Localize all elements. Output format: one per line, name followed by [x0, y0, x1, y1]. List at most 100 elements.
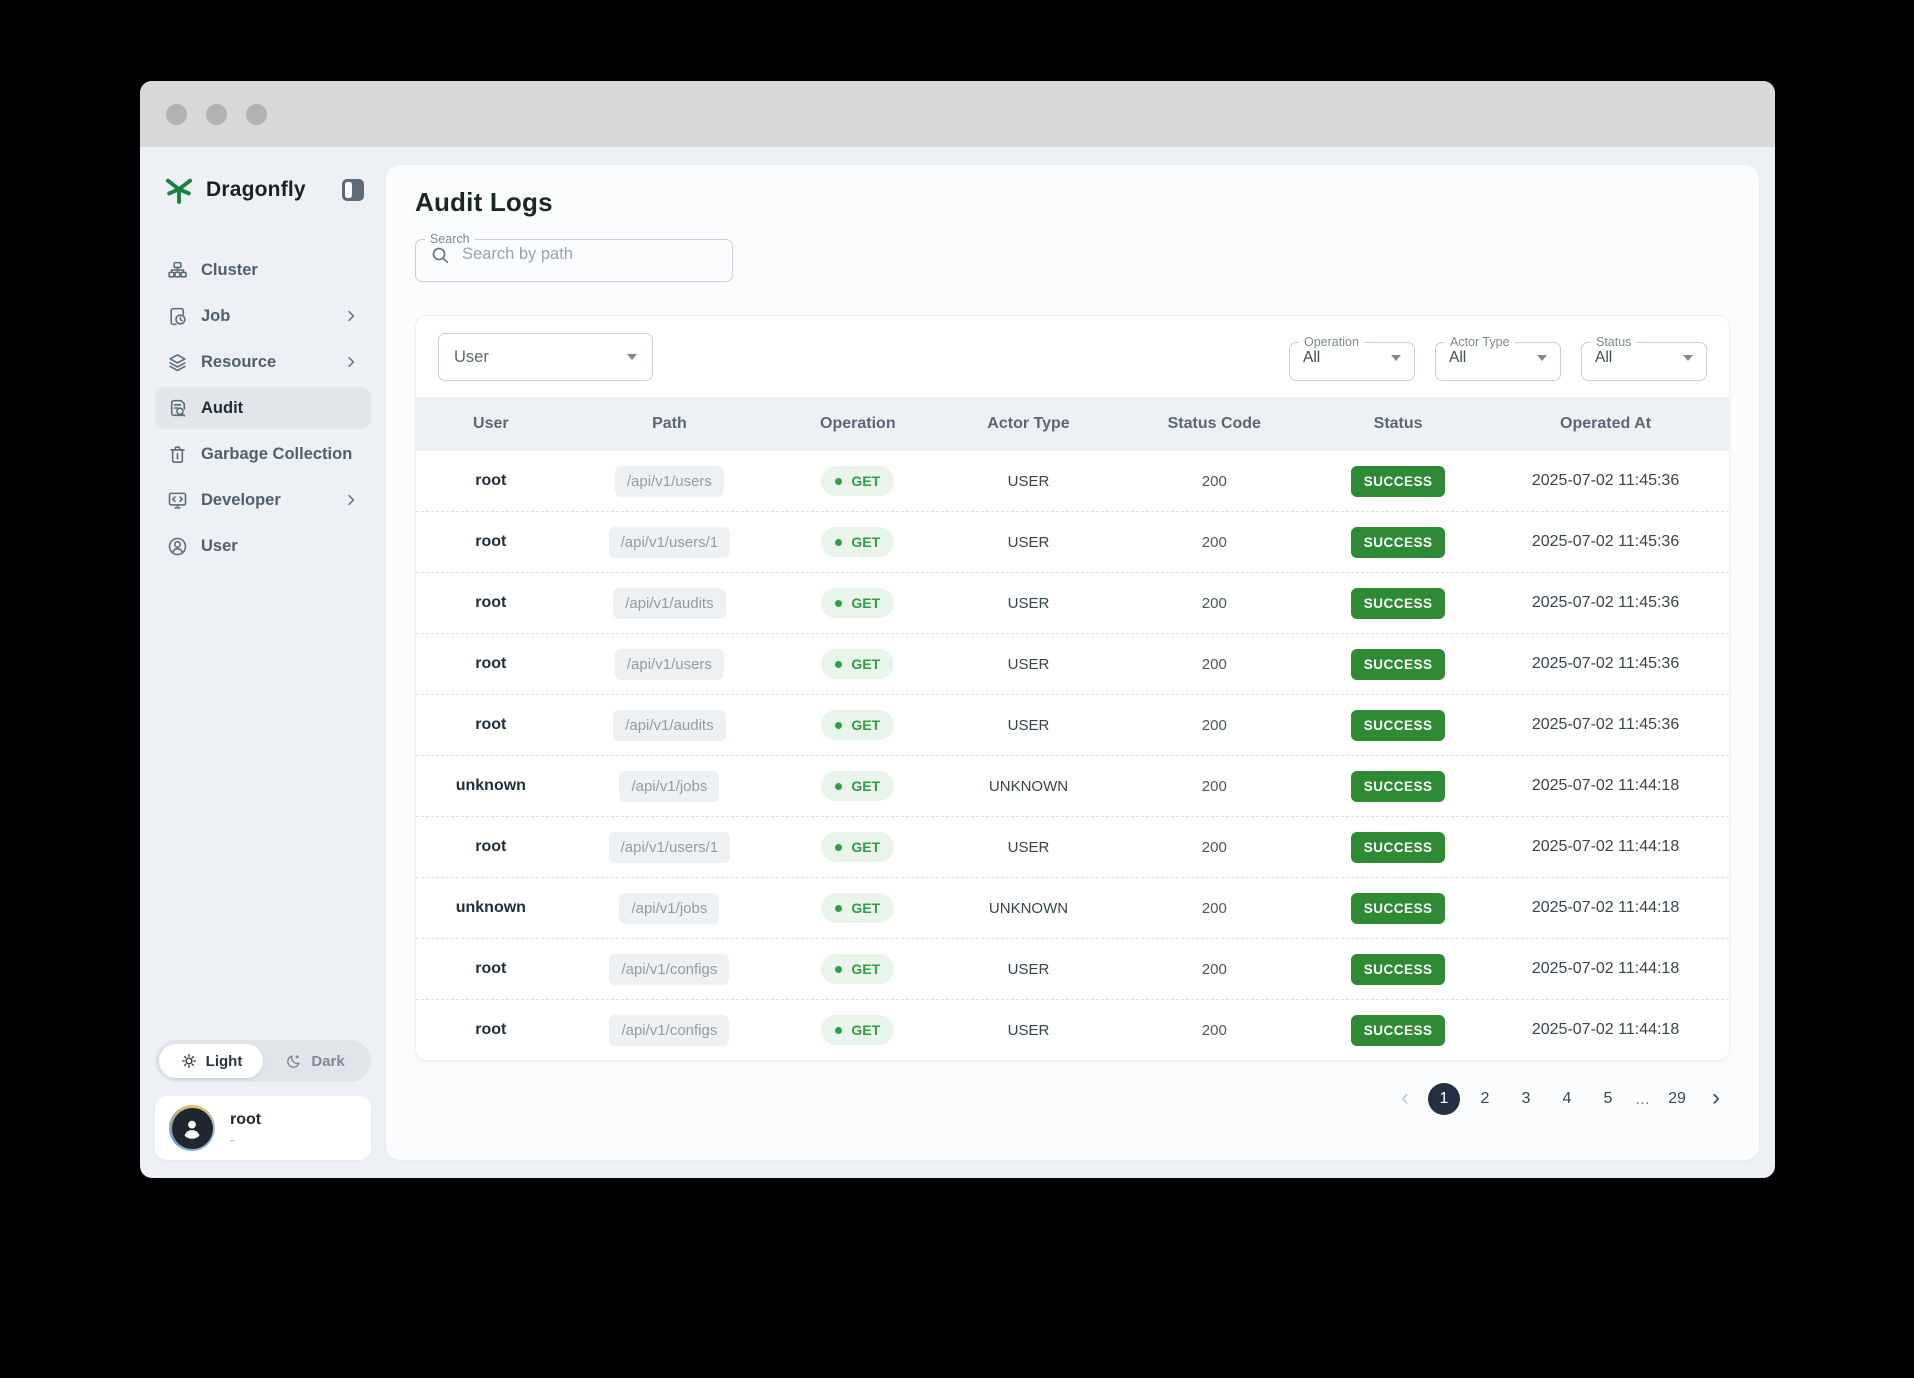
- pagination-page-4[interactable]: 4: [1562, 1090, 1572, 1107]
- search-input[interactable]: [460, 244, 704, 265]
- operation-chip: GET: [821, 527, 895, 557]
- cell-user: root: [475, 838, 507, 855]
- cell-user: root: [475, 655, 507, 672]
- operation-filter-select[interactable]: Operation All: [1289, 335, 1415, 381]
- cell-operation: GET: [773, 649, 942, 679]
- column-header: Operated At: [1560, 415, 1652, 432]
- theme-dark-label: Dark: [311, 1052, 345, 1070]
- pagination-page-5[interactable]: 5: [1603, 1090, 1613, 1107]
- brand: Dragonfly: [155, 173, 371, 207]
- status-badge: SUCCESS: [1350, 953, 1446, 985]
- search-field-label: Search: [430, 232, 470, 246]
- cell-status-code: 200: [1201, 838, 1227, 856]
- cell-status: SUCCESS: [1314, 892, 1482, 924]
- window-control-maximize[interactable]: [246, 103, 267, 125]
- cell-actor-type: USER: [1007, 655, 1050, 673]
- chevron-down-icon: [1537, 355, 1547, 361]
- sidebar-item-developer[interactable]: Developer: [155, 479, 371, 521]
- sidebar-collapse-icon[interactable]: [342, 179, 364, 201]
- cell-operation: GET: [773, 527, 942, 557]
- cell-operation: GET: [773, 710, 942, 740]
- cell-status-code: 200: [1201, 533, 1227, 551]
- cell-operation: GET: [773, 588, 942, 618]
- pagination-next[interactable]: ›: [1712, 1083, 1720, 1111]
- dragonfly-logo-icon: [162, 173, 196, 207]
- operation-label: GET: [851, 656, 881, 672]
- cell-path: /api/v1/users: [566, 648, 773, 680]
- pagination-prev[interactable]: ‹: [1401, 1083, 1409, 1111]
- moon-icon: [285, 1052, 303, 1070]
- sidebar-item-user[interactable]: User: [155, 525, 371, 567]
- cell-user: root: [475, 533, 507, 550]
- actor-type-filter-value: All: [1449, 349, 1467, 366]
- theme-option-light[interactable]: Light: [159, 1044, 263, 1078]
- cell-operated-at: 2025-07-02 11:45:36: [1531, 533, 1680, 550]
- table-row: root/api/v1/users GET USER 200 SUCCESS 2025-0…: [416, 634, 1729, 695]
- path-chip: /api/v1/jobs: [619, 892, 720, 924]
- cell-user: root: [475, 594, 507, 611]
- cell-actor-type: USER: [1007, 533, 1050, 551]
- pagination-ellipsis: …: [1635, 1090, 1650, 1108]
- pagination-page-29[interactable]: 29: [1668, 1090, 1686, 1107]
- pagination-page-3[interactable]: 3: [1521, 1090, 1531, 1107]
- column-header: Actor Type: [987, 415, 1070, 432]
- actor-type-filter-select[interactable]: Actor Type All: [1435, 335, 1561, 381]
- method-dot-icon: [835, 599, 843, 607]
- pagination-page-1[interactable]: 1: [1428, 1083, 1460, 1115]
- sidebar-item-resource[interactable]: Resource: [155, 341, 371, 383]
- theme-option-dark[interactable]: Dark: [263, 1044, 367, 1078]
- cell-status-code: 200: [1201, 594, 1227, 612]
- operation-label: GET: [851, 961, 881, 977]
- avatar: [169, 1105, 215, 1151]
- cell-user: root: [475, 1021, 507, 1038]
- user-filter-select[interactable]: User: [438, 333, 653, 381]
- column-header: Status Code: [1167, 415, 1261, 432]
- table-header-row: User Path Operation Actor Type Status Code St…: [416, 397, 1729, 451]
- operation-filter-value: All: [1303, 349, 1321, 366]
- window-control-close[interactable]: [166, 103, 187, 125]
- sidebar-item-audit[interactable]: Audit: [155, 387, 371, 429]
- resource-icon: [167, 352, 188, 373]
- status-filter-value: All: [1595, 349, 1613, 366]
- cell-operated-at: 2025-07-02 11:44:18: [1531, 1021, 1680, 1038]
- column-header: User: [473, 415, 509, 432]
- window-control-minimize[interactable]: [206, 103, 227, 125]
- table-body: root/api/v1/users GET USER 200 SUCCESS 2025-0…: [416, 451, 1729, 1060]
- theme-toggle: Light Dark: [155, 1040, 371, 1082]
- operation-chip: GET: [821, 893, 895, 923]
- operation-chip: GET: [821, 649, 895, 679]
- sidebar-item-cluster[interactable]: Cluster: [155, 249, 371, 291]
- column-header: Operation: [820, 415, 896, 432]
- cell-path: /api/v1/audits: [566, 709, 773, 741]
- cell-operation: GET: [773, 466, 942, 496]
- cell-operation: GET: [773, 832, 942, 862]
- pagination-page-2[interactable]: 2: [1480, 1090, 1490, 1107]
- main-panel: Audit Logs Search User: [386, 165, 1759, 1160]
- status-filter-select[interactable]: Status All: [1581, 335, 1707, 381]
- path-chip: /api/v1/users: [614, 465, 724, 497]
- cell-status-code: 200: [1201, 960, 1227, 978]
- operation-label: GET: [851, 778, 881, 794]
- chevron-right-icon: [343, 308, 359, 324]
- column-header: Path: [652, 415, 687, 432]
- cell-status: SUCCESS: [1314, 953, 1482, 985]
- cell-status-code: 200: [1201, 655, 1227, 673]
- job-icon: [167, 306, 188, 327]
- cell-user: root: [475, 716, 507, 733]
- sidebar-item-label: Garbage Collection: [201, 444, 353, 463]
- cell-status: SUCCESS: [1314, 587, 1482, 619]
- sidebar-item-job[interactable]: Job: [155, 295, 371, 337]
- cell-status: SUCCESS: [1314, 709, 1482, 741]
- operation-label: GET: [851, 473, 881, 489]
- person-icon: [171, 1107, 213, 1149]
- cell-actor-type: USER: [1007, 960, 1050, 978]
- cell-status-code: 200: [1201, 777, 1227, 795]
- user-profile-card[interactable]: root -: [155, 1096, 371, 1160]
- table-row: root/api/v1/users GET USER 200 SUCCESS 2025-0…: [416, 451, 1729, 512]
- developer-icon: [167, 490, 188, 511]
- audit-icon: [167, 398, 188, 419]
- sidebar-item-label: User: [201, 536, 238, 555]
- sidebar-item-garbage-collection[interactable]: Garbage Collection: [155, 433, 371, 475]
- operation-chip: GET: [821, 1015, 895, 1045]
- cell-operated-at: 2025-07-02 11:44:18: [1531, 838, 1680, 855]
